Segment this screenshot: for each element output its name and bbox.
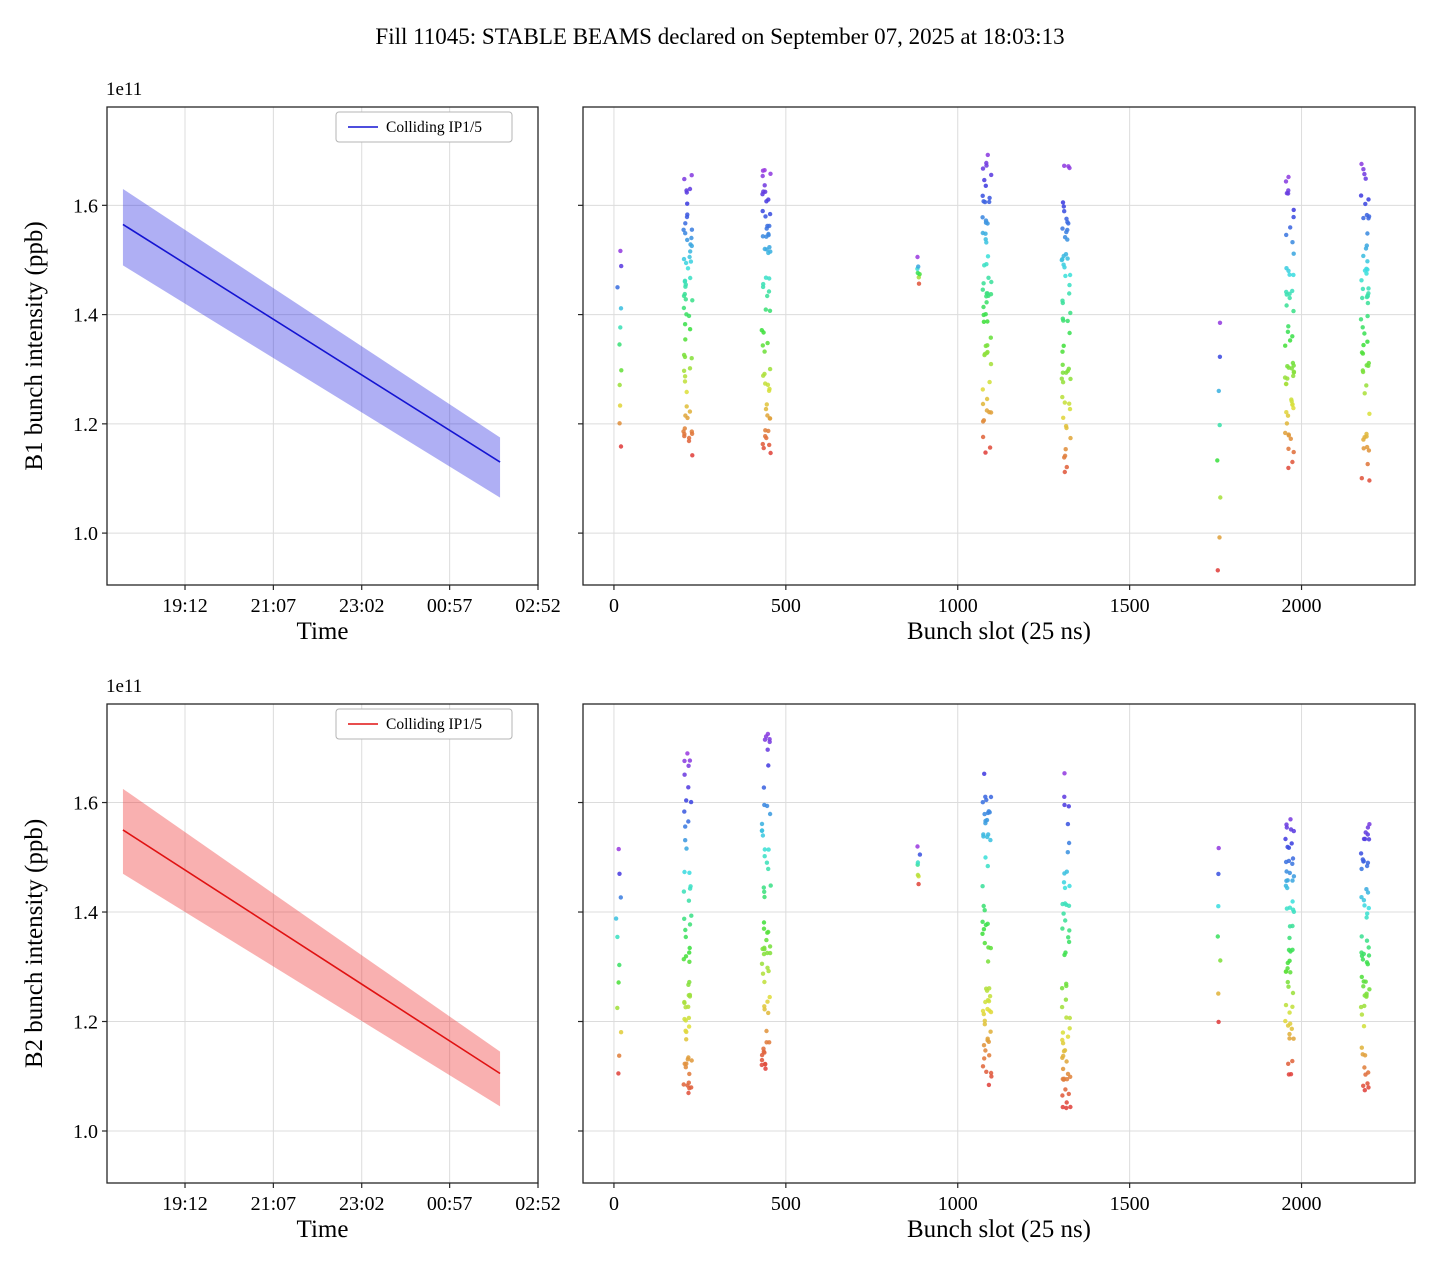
x-tick-label: 19:12: [162, 595, 208, 617]
uncertainty-band: [122, 788, 501, 1107]
axes-frame: [106, 703, 539, 1184]
mean-intensity-line: [122, 829, 501, 1075]
gridlines: [107, 107, 539, 585]
mean-intensity-line: [122, 223, 501, 463]
panel-b1-decay: 19:12 21:07 23:02 00:57 02:52 1.0 1.2 1.4 1.6 Tim…: [21, 79, 561, 645]
x-axis-label: Time: [297, 1216, 349, 1243]
x-tick-label: 1500: [1110, 595, 1150, 617]
x-axis-label: Bunch slot (25 ns): [907, 618, 1091, 645]
x-tick-label: 2000: [1282, 1193, 1322, 1215]
axes-frame: [106, 106, 539, 586]
legend: Colliding IP1/5: [335, 111, 513, 143]
x-tick-label: 0: [609, 595, 619, 617]
y-tick-label: 1.2: [73, 1012, 98, 1034]
x-tick-label: 21:07: [251, 1193, 297, 1215]
x-axis-label: Bunch slot (25 ns): [907, 1216, 1091, 1243]
tick-labels: 0 500 1000 1500 2000: [578, 801, 1322, 1215]
x-tick-label: 1000: [938, 1193, 978, 1215]
x-tick-label: 21:07: [251, 595, 297, 617]
tick-labels: 19:12 21:07 23:02 00:57 02:52 1.0 1.2 1.4 1.6: [73, 793, 561, 1215]
y-tick-label: 1.4: [73, 305, 98, 327]
y-tick-label: 1.0: [73, 523, 98, 545]
y-tick-label: 1.6: [73, 793, 98, 815]
y-offset-label: 1e11: [106, 79, 142, 100]
panel-b2-bunches: 0 500 1000 1500 2000 Bunch slot (25 ns): [578, 703, 1416, 1243]
scatter-points: [613, 731, 1372, 1111]
legend-label: Colliding IP1/5: [386, 119, 482, 136]
tick-labels: 0 500 1000 1500 2000: [578, 204, 1322, 617]
x-tick-label: 2000: [1282, 595, 1322, 617]
x-tick-label: 1500: [1110, 1193, 1150, 1215]
y-axis-label: B2 bunch intensity (ppb): [21, 819, 48, 1068]
y-offset-label: 1e11: [106, 676, 142, 697]
tick-labels: 19:12 21:07 23:02 00:57 02:52 1.0 1.2 1.4 1.6: [73, 195, 561, 617]
x-tick-label: 23:02: [339, 1193, 385, 1215]
x-tick-label: 00:57: [427, 1193, 473, 1215]
scatter-points: [615, 152, 1372, 573]
x-tick-label: 0: [609, 1193, 619, 1215]
panel-b1-bunches: 0 500 1000 1500 2000 Bunch slot (25 ns): [578, 106, 1416, 645]
gridlines: [583, 704, 1415, 1183]
figure-title: Fill 11045: STABLE BEAMS declared on Sep…: [375, 24, 1065, 49]
axes-frame: [582, 703, 1416, 1184]
y-axis-label: B1 bunch intensity (ppb): [21, 221, 48, 470]
y-tick-label: 1.0: [73, 1121, 98, 1143]
legend-label: Colliding IP1/5: [386, 716, 482, 733]
x-tick-label: 02:52: [515, 1193, 561, 1215]
y-tick-label: 1.2: [73, 414, 98, 436]
x-tick-label: 23:02: [339, 595, 385, 617]
x-tick-label: 02:52: [515, 595, 561, 617]
gridlines: [583, 107, 1415, 585]
panel-b2-decay: 19:12 21:07 23:02 00:57 02:52 1.0 1.2 1.4 1.6 Tim…: [21, 676, 561, 1243]
x-tick-label: 1000: [938, 595, 978, 617]
x-axis-label: Time: [297, 618, 349, 645]
x-tick-label: 500: [771, 1193, 801, 1215]
x-tick-label: 00:57: [427, 595, 473, 617]
y-tick-label: 1.4: [73, 902, 98, 924]
axes-frame: [582, 106, 1416, 586]
x-tick-label: 500: [771, 595, 801, 617]
legend: Colliding IP1/5: [335, 708, 513, 740]
x-tick-label: 19:12: [162, 1193, 208, 1215]
y-tick-label: 1.6: [73, 195, 98, 217]
